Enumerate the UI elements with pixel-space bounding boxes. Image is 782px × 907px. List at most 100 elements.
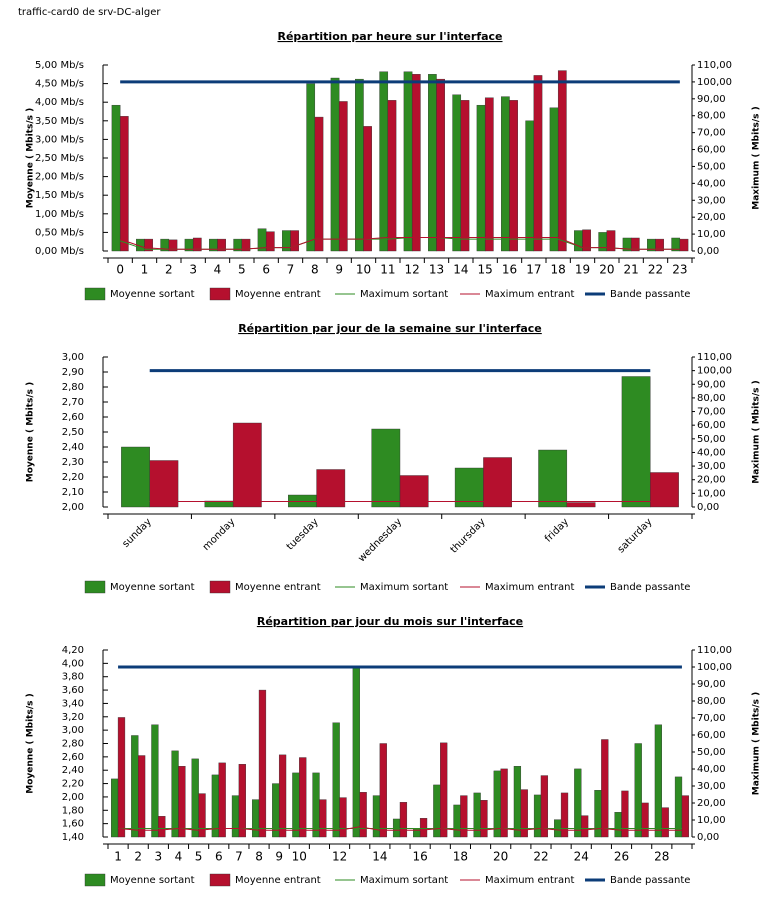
y-tick-label: 2,10	[62, 487, 84, 498]
x-tick-label: 7	[287, 263, 295, 277]
bar	[330, 77, 340, 252]
y-tick-label: 4,50 Mb/s	[35, 79, 84, 90]
y2-tick-label: 10,00	[697, 815, 726, 826]
bar	[306, 83, 316, 252]
y-tick-label: 2,60	[62, 412, 84, 423]
x-tick-label: 10	[356, 263, 371, 277]
bar	[560, 792, 569, 838]
bar	[379, 71, 389, 252]
bar	[119, 116, 129, 252]
x-tick-label: 9	[335, 263, 343, 277]
bar	[460, 795, 468, 838]
y-tick-label: 2,80	[62, 382, 84, 393]
x-tick-label: thursday	[449, 516, 488, 555]
legend-label: Moyenne entrant	[235, 289, 321, 300]
y-axis-label: Moyenne ( Mbits/s )	[26, 693, 36, 793]
bar	[111, 104, 121, 252]
chart-title: Répartition par jour de la semaine sur l…	[238, 322, 542, 335]
y-tick-label: 0,50 Mb/s	[35, 227, 84, 238]
bar	[419, 818, 428, 838]
x-tick-label: friday	[543, 516, 571, 544]
x-tick-label: 26	[614, 850, 629, 864]
x-tick-label: 11	[380, 263, 395, 277]
y-tick-label: 1,80	[62, 805, 84, 816]
y2-tick-label: 110,00	[697, 60, 732, 71]
x-tick-label: 16	[412, 850, 427, 864]
bar	[606, 230, 616, 252]
y2-axis-label: Maximum ( Mbits/s )	[752, 106, 762, 210]
bar	[655, 238, 664, 252]
y2-tick-label: 90,00	[697, 679, 726, 690]
bar	[621, 376, 651, 508]
bar	[278, 754, 287, 838]
bar	[509, 100, 518, 252]
x-tick-label: 20	[493, 850, 508, 864]
y2-tick-label: 40,00	[697, 764, 726, 775]
bar	[513, 766, 522, 838]
bar	[538, 449, 568, 508]
bar	[483, 457, 512, 508]
bar	[460, 100, 470, 252]
y-tick-label: 3,00	[62, 725, 84, 736]
chart-title: Répartition par jour du mois sur l'inter…	[257, 615, 523, 628]
y-tick-label: 3,50 Mb/s	[35, 116, 84, 127]
bar	[138, 755, 146, 838]
x-tick-label: 1	[141, 263, 149, 277]
x-tick-label: 22	[648, 263, 663, 277]
x-tick-label: 5	[195, 850, 203, 864]
bar	[428, 74, 437, 252]
y2-tick-label: 10,00	[697, 488, 726, 499]
bar	[339, 797, 347, 838]
x-tick-label: 0	[116, 263, 124, 277]
x-tick-label: monday	[201, 516, 238, 553]
y2-tick-label: 40,00	[697, 178, 726, 189]
y-tick-label: 3,00	[62, 352, 84, 363]
bar	[681, 795, 689, 838]
y2-tick-label: 70,00	[697, 407, 726, 418]
bar	[338, 101, 348, 252]
bar	[299, 757, 307, 838]
y2-tick-label: 30,00	[697, 781, 726, 792]
bar	[436, 78, 445, 252]
bar	[191, 758, 199, 838]
legend-swatch	[84, 580, 106, 594]
bar	[679, 238, 689, 252]
bar	[661, 807, 669, 838]
bar	[501, 96, 510, 252]
y-tick-label: 2,90	[62, 367, 84, 378]
x-tick-label: 20	[599, 263, 614, 277]
y-tick-label: 2,30	[62, 457, 84, 468]
bar	[232, 422, 262, 508]
y2-axis-label: Maximum ( Mbits/s )	[752, 380, 762, 484]
y2-tick-label: 30,00	[697, 195, 726, 206]
bar	[630, 237, 640, 252]
bar	[168, 239, 178, 252]
x-tick-label: 18	[453, 850, 468, 864]
y2-tick-label: 80,00	[697, 111, 726, 122]
y-tick-label: 2,60	[62, 752, 84, 763]
bar	[379, 743, 387, 838]
x-tick-label: 15	[478, 263, 493, 277]
y-tick-label: 1,50 Mb/s	[35, 190, 84, 201]
x-tick-label: 23	[672, 263, 687, 277]
legend-label: Bande passante	[610, 582, 690, 593]
y2-tick-label: 100,00	[697, 366, 732, 377]
bar	[251, 799, 260, 838]
y2-tick-label: 0,00	[697, 832, 719, 843]
x-tick-label: 19	[575, 263, 590, 277]
bar	[359, 792, 367, 838]
legend-label: Maximum sortant	[360, 875, 448, 886]
y2-tick-label: 80,00	[697, 393, 726, 404]
bar	[352, 667, 360, 838]
bar	[634, 743, 642, 838]
bar	[525, 120, 535, 252]
y2-tick-label: 0,00	[697, 502, 719, 513]
bar	[540, 775, 549, 838]
legend-swatch	[209, 873, 231, 887]
bar	[574, 768, 582, 838]
bar	[238, 764, 246, 838]
y2-tick-label: 110,00	[697, 352, 732, 363]
bar	[372, 795, 381, 838]
x-tick-label: 4	[214, 263, 222, 277]
y-tick-label: 0,00 Mb/s	[35, 246, 84, 257]
